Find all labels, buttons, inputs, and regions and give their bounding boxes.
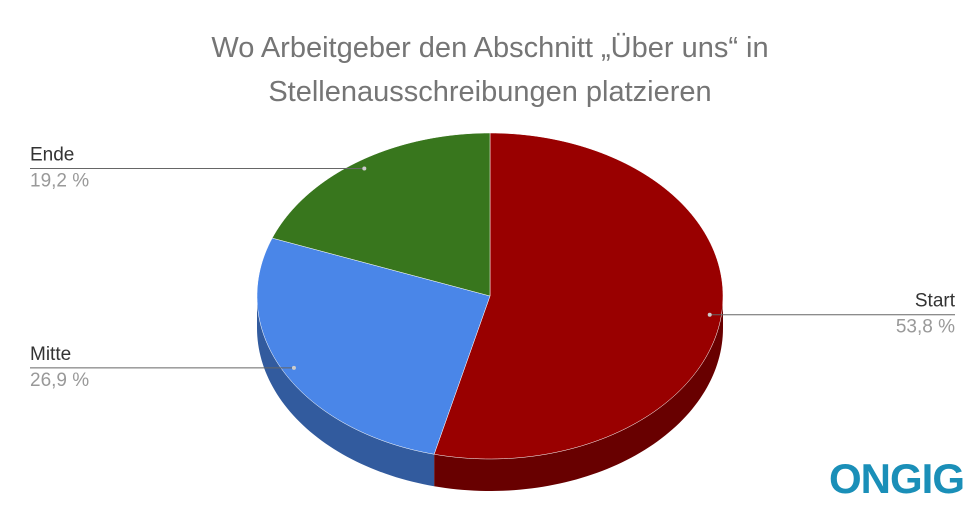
data-label: 19,2 %: [30, 171, 89, 192]
legend-label: Ende: [30, 145, 74, 166]
slice: [256, 237, 491, 455]
slice: [271, 132, 491, 297]
leader-dot: [707, 312, 712, 317]
data-label: 26,9 %: [30, 370, 89, 391]
leader-dot: [291, 365, 296, 370]
chart-title: Wo Arbeitgeber den Abschnitt „Über uns“ …: [211, 32, 769, 108]
data-label: 53,8 %: [896, 317, 955, 338]
legend-label: Start: [915, 291, 956, 312]
legend-label: Mitte: [30, 344, 71, 365]
leader-dot: [362, 166, 367, 171]
logo: ONGIG: [829, 455, 964, 502]
slice: [433, 132, 724, 460]
slice-side: [434, 296, 723, 491]
slice-side: [257, 296, 435, 487]
